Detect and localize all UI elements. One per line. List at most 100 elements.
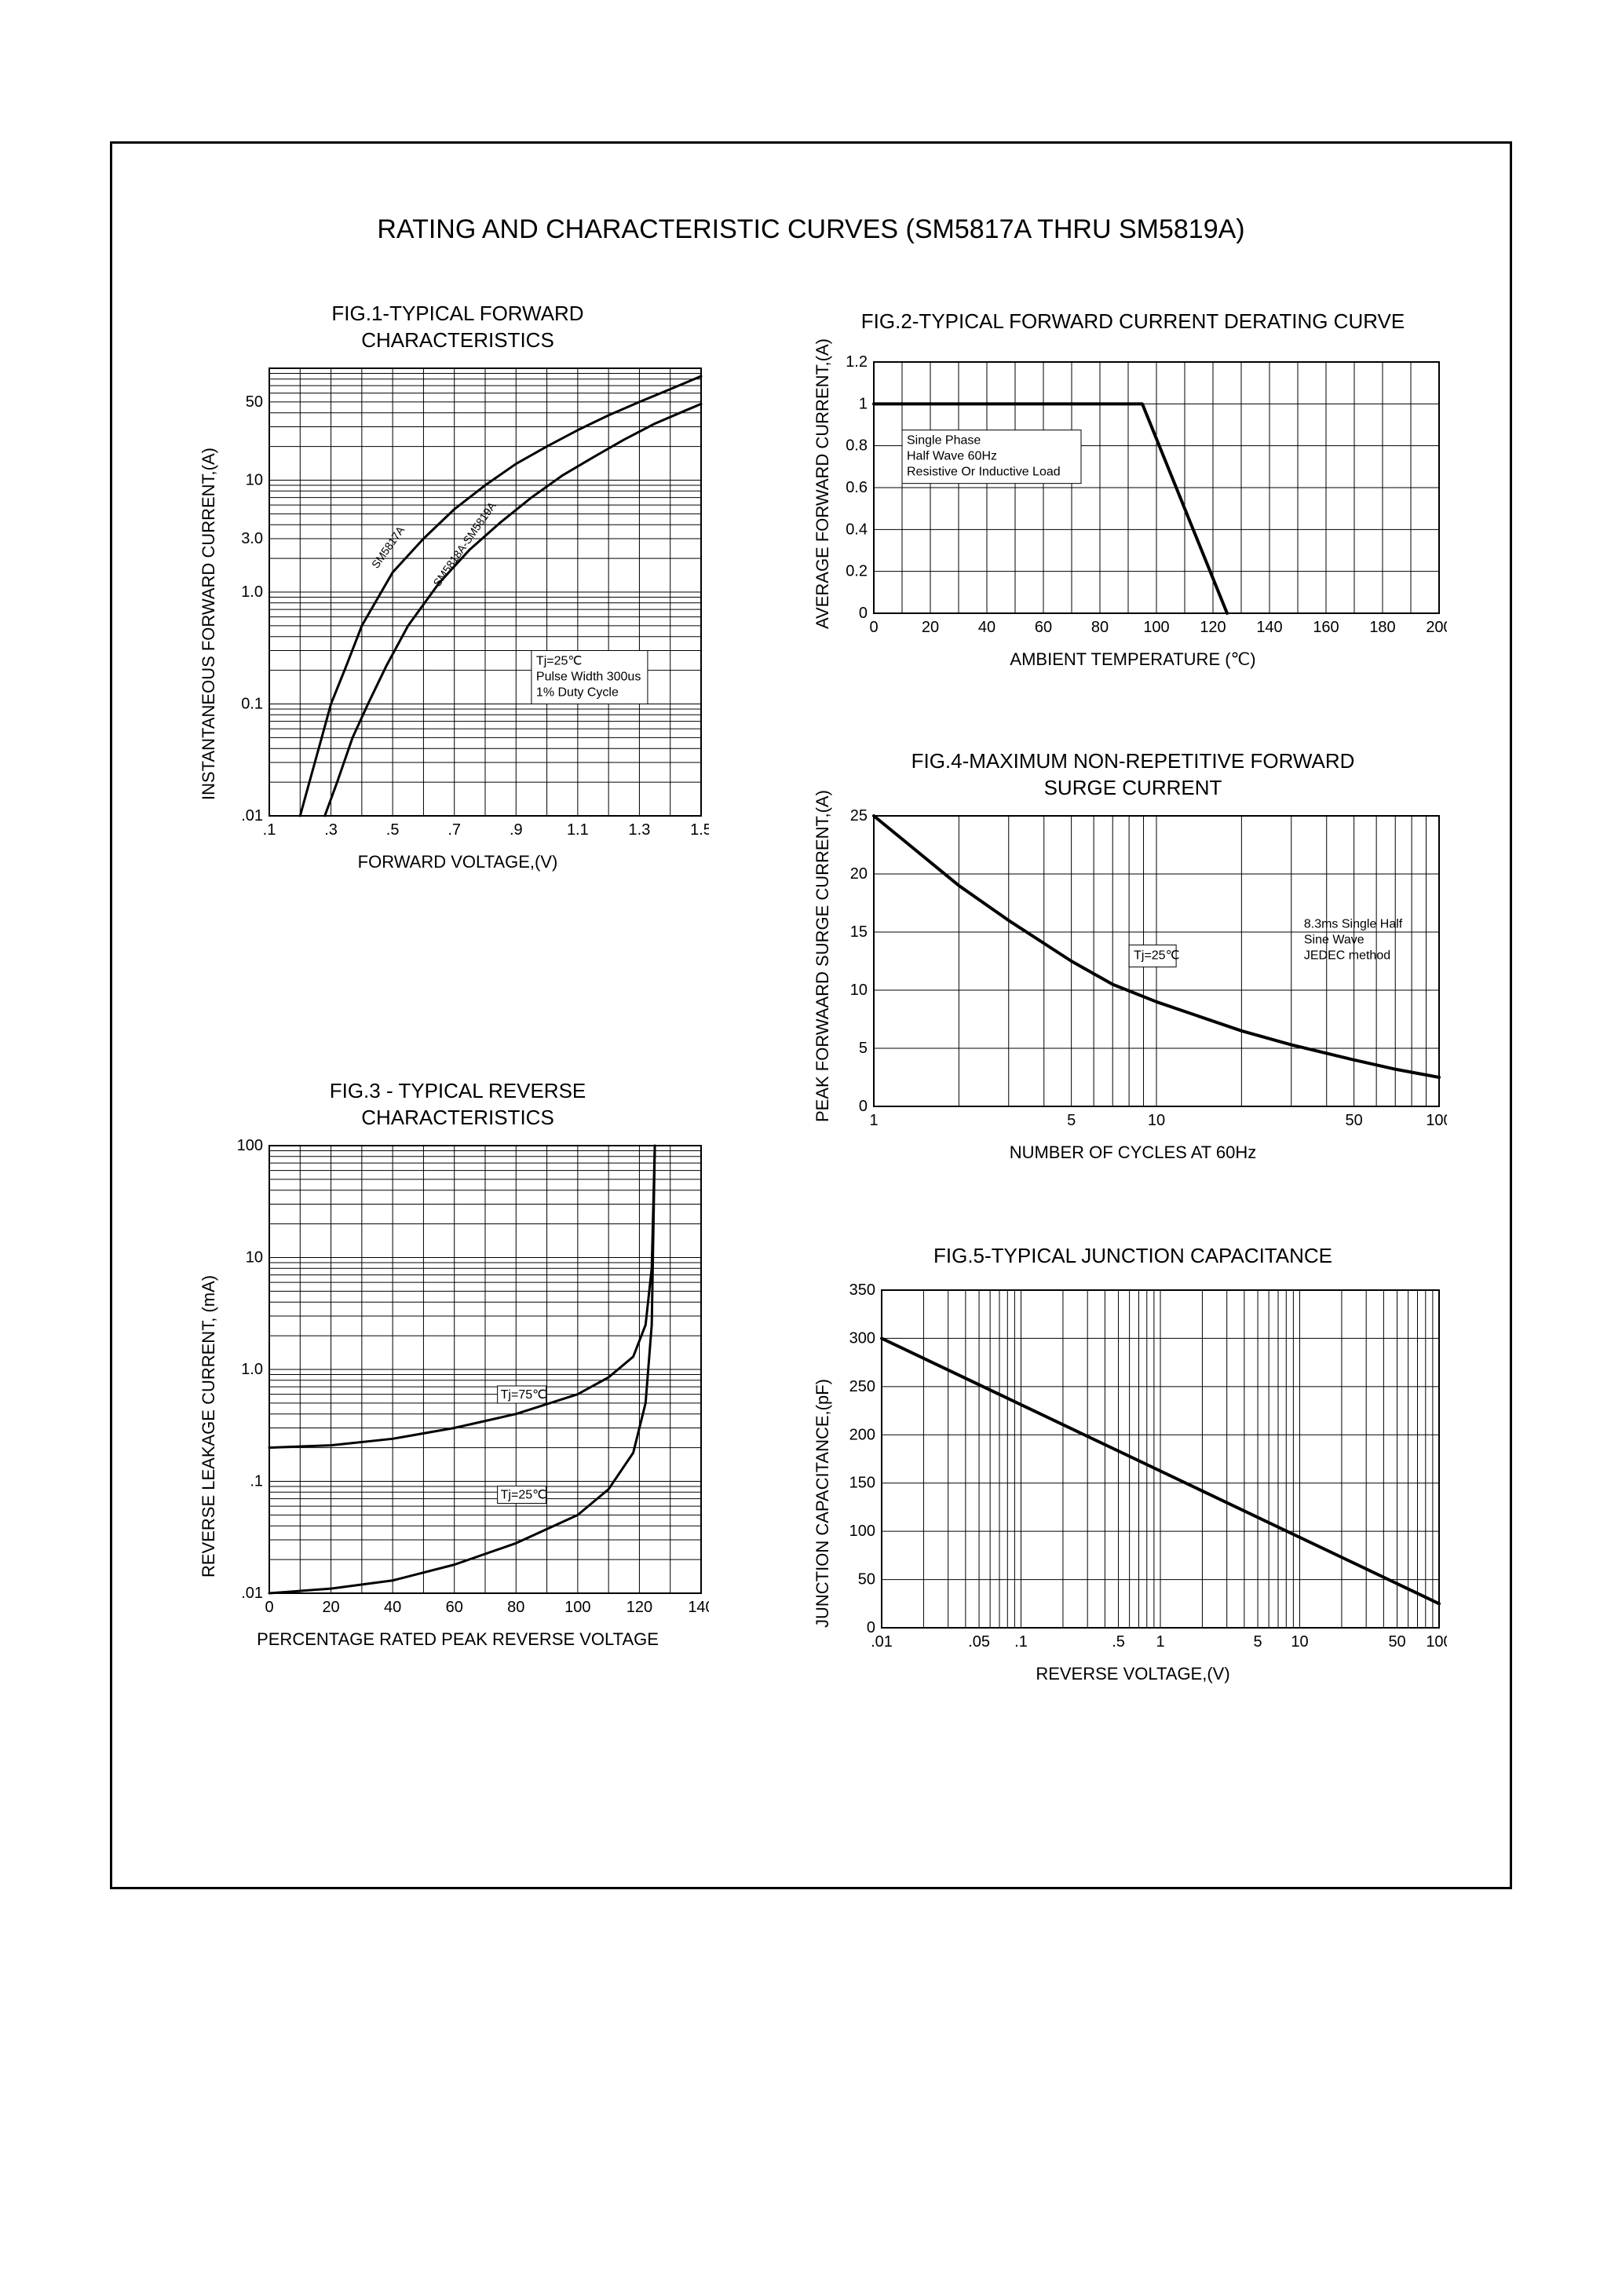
svg-text:10: 10 xyxy=(1148,1112,1165,1129)
svg-text:10: 10 xyxy=(850,982,868,999)
svg-text:Tj=25℃: Tj=25℃ xyxy=(536,654,582,667)
svg-text:100: 100 xyxy=(1426,1112,1447,1129)
svg-text:0.8: 0.8 xyxy=(846,437,868,454)
fig2-xlabel: AMBIENT TEMPERATURE (℃) xyxy=(819,649,1447,670)
svg-text:SM5818A-SM5819A: SM5818A-SM5819A xyxy=(430,499,499,588)
fig4-subtitle: SURGE CURRENT xyxy=(819,775,1447,802)
svg-text:Single Phase: Single Phase xyxy=(907,433,981,447)
fig3-svg: 020406080100120140.01.11.010100Tj=75℃Tj=… xyxy=(206,1138,709,1625)
fig5-xlabel: REVERSE VOLTAGE,(V) xyxy=(819,1664,1447,1684)
svg-text:20: 20 xyxy=(850,865,868,883)
svg-text:20: 20 xyxy=(922,619,939,636)
svg-text:Sine Wave: Sine Wave xyxy=(1304,933,1364,946)
fig5-title: FIG.5-TYPICAL JUNCTION CAPACITANCE xyxy=(819,1243,1447,1270)
svg-text:.1: .1 xyxy=(1014,1633,1028,1651)
page-title: RATING AND CHARACTERISTIC CURVES (SM5817… xyxy=(112,214,1510,245)
page-border: RATING AND CHARACTERISTIC CURVES (SM5817… xyxy=(110,141,1512,1889)
svg-text:1: 1 xyxy=(859,395,868,412)
svg-text:0: 0 xyxy=(859,605,868,622)
svg-text:0: 0 xyxy=(869,619,878,636)
svg-text:0: 0 xyxy=(859,1098,868,1115)
svg-text:5: 5 xyxy=(1067,1112,1076,1129)
svg-text:0.2: 0.2 xyxy=(846,562,868,579)
svg-text:40: 40 xyxy=(978,619,995,636)
svg-text:100: 100 xyxy=(564,1599,590,1616)
svg-text:150: 150 xyxy=(849,1475,875,1492)
fig2-svg: 02040608010012014016018020000.20.40.60.8… xyxy=(819,354,1447,645)
svg-text:.01: .01 xyxy=(241,807,263,824)
fig2: FIG.2-TYPICAL FORWARD CURRENT DERATING C… xyxy=(819,309,1447,670)
svg-text:0: 0 xyxy=(265,1599,273,1616)
svg-text:80: 80 xyxy=(1091,619,1109,636)
fig3-xlabel: PERCENTAGE RATED PEAK REVERSE VOLTAGE xyxy=(206,1629,709,1650)
svg-text:25: 25 xyxy=(850,808,868,824)
svg-text:3.0: 3.0 xyxy=(241,530,263,547)
svg-text:80: 80 xyxy=(507,1599,524,1616)
svg-text:1.2: 1.2 xyxy=(846,354,868,371)
fig3-ylabel: REVERSE LEAKAGE CURRENT, (mA) xyxy=(199,1275,219,1578)
svg-text:.5: .5 xyxy=(1112,1633,1125,1651)
svg-text:60: 60 xyxy=(1035,619,1052,636)
svg-text:40: 40 xyxy=(384,1599,401,1616)
svg-text:0.1: 0.1 xyxy=(241,695,263,712)
svg-text:.1: .1 xyxy=(250,1472,263,1490)
fig1-svg: .1.3.5.7.91.11.31.5.010.11.03.01050Tj=25… xyxy=(206,360,709,847)
datasheet-page: RATING AND CHARACTERISTIC CURVES (SM5817… xyxy=(0,0,1622,2296)
svg-text:300: 300 xyxy=(849,1329,875,1347)
svg-text:10: 10 xyxy=(246,1249,263,1266)
fig5: FIG.5-TYPICAL JUNCTION CAPACITANCE .01.0… xyxy=(819,1243,1447,1684)
fig1-title: FIG.1-TYPICAL FORWARD xyxy=(206,301,709,327)
svg-text:100: 100 xyxy=(1143,619,1169,636)
svg-text:1% Duty Cycle: 1% Duty Cycle xyxy=(536,686,619,699)
svg-text:200: 200 xyxy=(1426,619,1447,636)
svg-text:100: 100 xyxy=(237,1138,263,1154)
svg-text:10: 10 xyxy=(246,471,263,488)
svg-text:Tj=25℃: Tj=25℃ xyxy=(501,1488,546,1501)
svg-text:200: 200 xyxy=(849,1426,875,1443)
svg-text:1.5: 1.5 xyxy=(690,821,709,839)
fig5-svg: .01.05.1.5151050100050100150200250300350 xyxy=(819,1282,1447,1659)
fig4: FIG.4-MAXIMUM NON-REPETITIVE FORWARD SUR… xyxy=(819,748,1447,1163)
svg-text:Pulse Width 300us: Pulse Width 300us xyxy=(536,670,641,683)
fig1-xlabel: FORWARD VOLTAGE,(V) xyxy=(206,852,709,872)
svg-text:1.3: 1.3 xyxy=(629,821,651,839)
svg-text:100: 100 xyxy=(1426,1633,1447,1651)
fig3: FIG.3 - TYPICAL REVERSE CHARACTERISTICS … xyxy=(206,1078,709,1650)
svg-text:350: 350 xyxy=(849,1282,875,1299)
fig4-title: FIG.4-MAXIMUM NON-REPETITIVE FORWARD xyxy=(819,748,1447,775)
svg-text:5: 5 xyxy=(1254,1633,1262,1651)
svg-text:140: 140 xyxy=(1256,619,1282,636)
svg-text:1: 1 xyxy=(1156,1633,1164,1651)
fig5-plot: .01.05.1.5151050100050100150200250300350… xyxy=(819,1282,1447,1659)
fig2-title: FIG.2-TYPICAL FORWARD CURRENT DERATING C… xyxy=(819,309,1447,335)
svg-text:.3: .3 xyxy=(324,821,338,839)
svg-text:0.6: 0.6 xyxy=(846,479,868,496)
svg-text:.9: .9 xyxy=(510,821,523,839)
fig3-title: FIG.3 - TYPICAL REVERSE xyxy=(206,1078,709,1105)
svg-text:Tj=75℃: Tj=75℃ xyxy=(501,1388,546,1402)
svg-text:50: 50 xyxy=(1388,1633,1405,1651)
svg-text:50: 50 xyxy=(246,393,263,410)
fig3-plot: 020406080100120140.01.11.010100Tj=75℃Tj=… xyxy=(206,1138,709,1625)
fig5-ylabel: JUNCTION CAPACITANCE,(pF) xyxy=(813,1379,833,1628)
fig3-subtitle: CHARACTERISTICS xyxy=(206,1105,709,1132)
svg-text:.5: .5 xyxy=(386,821,400,839)
svg-text:120: 120 xyxy=(627,1599,652,1616)
svg-text:.01: .01 xyxy=(241,1585,263,1602)
fig1-ylabel: INSTANTANEOUS FORWARD CURRENT,(A) xyxy=(199,448,219,800)
svg-text:1.1: 1.1 xyxy=(567,821,589,839)
fig1-plot: .1.3.5.7.91.11.31.5.010.11.03.01050Tj=25… xyxy=(206,360,709,847)
svg-text:15: 15 xyxy=(850,923,868,941)
svg-text:50: 50 xyxy=(858,1570,875,1588)
svg-text:0.4: 0.4 xyxy=(846,521,868,538)
svg-text:60: 60 xyxy=(446,1599,463,1616)
svg-text:Resistive Or Inductive Load: Resistive Or Inductive Load xyxy=(907,465,1061,478)
fig1: FIG.1-TYPICAL FORWARD CHARACTERISTICS .1… xyxy=(206,301,709,872)
svg-text:5: 5 xyxy=(859,1040,868,1057)
svg-text:20: 20 xyxy=(322,1599,339,1616)
svg-text:0: 0 xyxy=(867,1619,875,1636)
svg-text:10: 10 xyxy=(1291,1633,1308,1651)
svg-text:Half Wave 60Hz: Half Wave 60Hz xyxy=(907,449,997,462)
svg-text:160: 160 xyxy=(1313,619,1339,636)
svg-text:1: 1 xyxy=(869,1112,878,1129)
